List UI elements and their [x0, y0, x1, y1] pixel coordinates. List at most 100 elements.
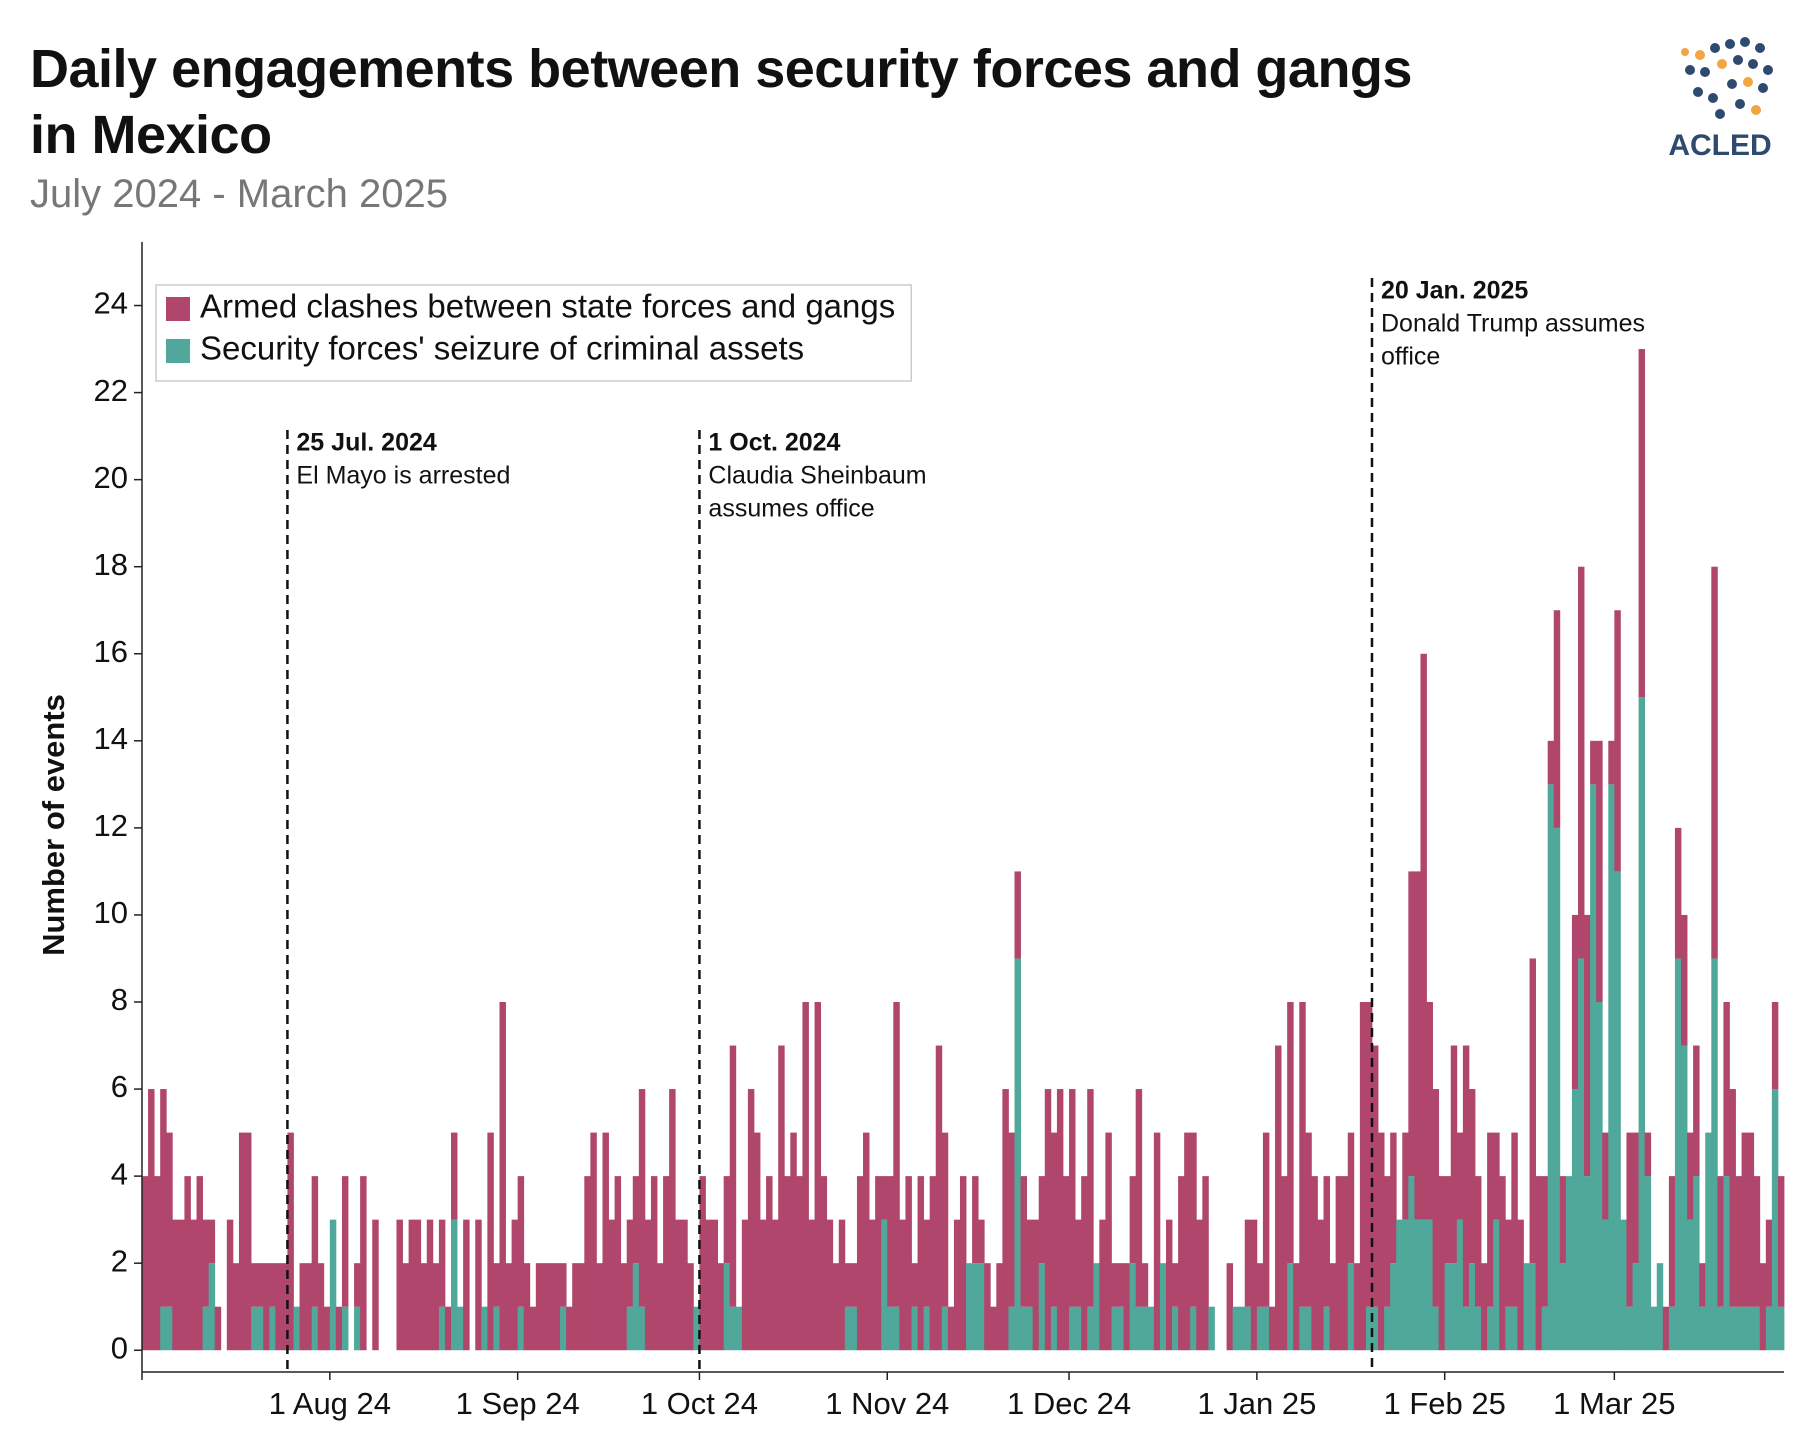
bar-segment	[1026, 1306, 1034, 1351]
bar-segment	[1547, 784, 1555, 1351]
bar-segment	[899, 1219, 906, 1351]
bar-segment	[1687, 1132, 1694, 1220]
bar-segment	[602, 1132, 609, 1351]
bar-segment	[1165, 1219, 1173, 1351]
bar-segment	[372, 1219, 379, 1351]
bar-segment	[245, 1132, 252, 1351]
bar-segment	[1693, 1045, 1700, 1177]
bar-segment	[790, 1132, 797, 1351]
bar-segment	[1511, 1306, 1518, 1351]
bar-segment	[978, 1263, 985, 1351]
bar-segment	[1256, 1263, 1264, 1307]
bar-segment	[1699, 1306, 1706, 1351]
y-tick-label: 4	[111, 1156, 128, 1191]
bar-segment	[1111, 1263, 1118, 1307]
bar-segment	[142, 1176, 149, 1351]
bar-segment	[1026, 1219, 1034, 1307]
bar-segment	[1759, 1263, 1767, 1351]
bar-segment	[1293, 1263, 1300, 1351]
bar-segment	[1571, 914, 1579, 1090]
bar-segment	[911, 1306, 918, 1351]
y-tick-label: 0	[111, 1330, 128, 1365]
bar-segment	[863, 1132, 870, 1351]
bar-segment	[978, 1219, 985, 1264]
bar-segment	[1305, 1306, 1312, 1351]
bar-segment	[1626, 1132, 1633, 1307]
bar-segment	[1172, 1263, 1179, 1307]
bar-segment	[341, 1176, 349, 1307]
bar-segment	[1414, 871, 1421, 1220]
bar-segment	[850, 1306, 858, 1351]
bar-segment	[517, 1176, 525, 1307]
bar-segment	[529, 1306, 537, 1351]
bar-segment	[1577, 566, 1585, 959]
bar-segment	[1668, 1176, 1676, 1307]
bar-segment	[1020, 1176, 1028, 1307]
bar-segment	[457, 1306, 464, 1351]
bar-segment	[1129, 1263, 1137, 1351]
bar-segment	[1602, 1219, 1609, 1351]
bar-segment	[644, 1219, 652, 1351]
bar-segment	[1087, 1306, 1094, 1351]
bar-segment	[1668, 1306, 1676, 1351]
annotation-label: 1 Oct. 2024	[708, 429, 840, 457]
bar-segment	[1402, 1132, 1409, 1220]
bar-segment	[1238, 1306, 1246, 1351]
logo-text: ACLED	[1668, 129, 1771, 162]
bar-segment	[1444, 1263, 1452, 1351]
bar-segment	[1402, 1219, 1409, 1351]
bar-segment	[1056, 1089, 1064, 1351]
bar-segment	[887, 1176, 894, 1307]
y-tick-label: 16	[94, 634, 128, 669]
bar-segment	[311, 1306, 319, 1351]
bar-segment	[1499, 1176, 1506, 1351]
bar-segment	[1075, 1219, 1082, 1307]
bar-segment	[226, 1219, 234, 1351]
bar-segment	[1396, 1219, 1403, 1351]
bar-segment	[396, 1219, 403, 1351]
bar-segment	[596, 1263, 603, 1351]
bar-segment	[826, 1219, 834, 1351]
bar-segment	[881, 1219, 888, 1351]
bar-segment	[1487, 1132, 1494, 1307]
bar-segment	[747, 1089, 755, 1351]
bar-segment	[311, 1176, 319, 1307]
bar-segment	[269, 1263, 276, 1307]
bar-segment	[1323, 1306, 1330, 1351]
bar-segment	[1129, 1176, 1137, 1264]
chart-title: Daily engagements between security force…	[30, 39, 1412, 165]
bar-segment	[1626, 1306, 1633, 1351]
y-tick-label: 22	[94, 373, 128, 408]
bar-segment	[172, 1219, 179, 1351]
bar-segment	[1062, 1176, 1070, 1351]
bar-segment	[438, 1306, 446, 1351]
x-tick-label: 1 Feb 25	[1384, 1386, 1506, 1421]
bar-segment	[1535, 1176, 1543, 1351]
bar-segment	[1596, 740, 1603, 1002]
bar-segment	[911, 1263, 918, 1307]
bar-segment	[341, 1306, 349, 1351]
bar-segment	[166, 1132, 173, 1307]
bar-segment	[1638, 349, 1646, 698]
bar-segment	[608, 1219, 616, 1351]
bar-segment	[257, 1306, 264, 1351]
bar-segment	[317, 1263, 325, 1351]
bar-segment	[414, 1219, 422, 1351]
bar-segment	[1705, 1132, 1712, 1351]
bar-segment	[584, 1176, 591, 1351]
bar-segment	[1462, 1045, 1470, 1307]
bar-segment	[1135, 1089, 1143, 1307]
bar-segment	[1747, 1132, 1755, 1307]
annotation-text: Claudia Sheinbaum	[708, 462, 926, 490]
bar-segment	[1111, 1306, 1118, 1351]
bar-segment	[1717, 1176, 1724, 1307]
bar-segment	[554, 1263, 561, 1351]
bar-segment	[166, 1306, 173, 1351]
bar-segment	[1347, 1132, 1355, 1264]
legend-swatch	[166, 339, 190, 363]
bar-segment	[953, 1219, 961, 1351]
bar-segment	[475, 1219, 482, 1351]
bar-segment	[893, 1306, 900, 1351]
x-tick-label: 1 Dec 24	[1007, 1386, 1131, 1421]
bar-segment	[663, 1176, 670, 1351]
